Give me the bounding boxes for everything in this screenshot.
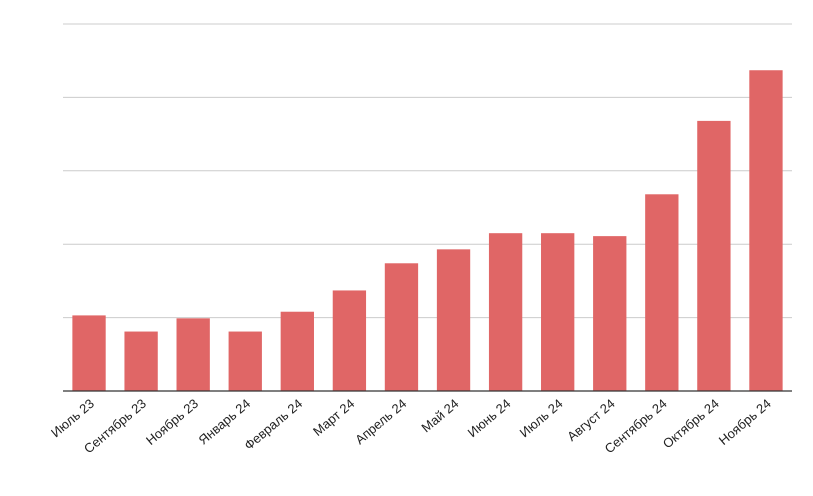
x-tick-label: Июнь 24 [465, 396, 514, 440]
bar-9 [488, 233, 523, 391]
x-tick-label: Ноябрь 24 [716, 396, 774, 448]
bar-12 [645, 194, 679, 391]
x-tick-label: Июль 23 [48, 396, 97, 440]
bar-6 [332, 290, 367, 391]
x-tick-label: Февраль 24 [241, 396, 305, 453]
bar-13 [697, 120, 731, 391]
x-tick-label: Март 24 [310, 396, 357, 439]
x-tick-label: Ноябрь 23 [143, 396, 201, 448]
bar-4 [228, 331, 262, 391]
bar-7 [384, 263, 419, 391]
x-tick-label: Октябрь 24 [660, 396, 722, 452]
bar-10 [541, 233, 575, 391]
bar-2 [124, 331, 158, 391]
bar-8 [436, 249, 471, 391]
bar-5 [280, 311, 314, 391]
x-tick-label: Июль 24 [517, 396, 566, 440]
bar-3 [176, 318, 210, 391]
bar-14 [749, 70, 783, 391]
x-tick-label: Май 24 [418, 396, 461, 435]
bar-11 [593, 236, 627, 391]
gridlines [63, 23, 792, 319]
x-tick-label: Август 24 [564, 396, 617, 444]
bar-1 [72, 315, 106, 391]
bars [72, 70, 783, 391]
x-tick-label: Апрель 24 [352, 396, 409, 447]
